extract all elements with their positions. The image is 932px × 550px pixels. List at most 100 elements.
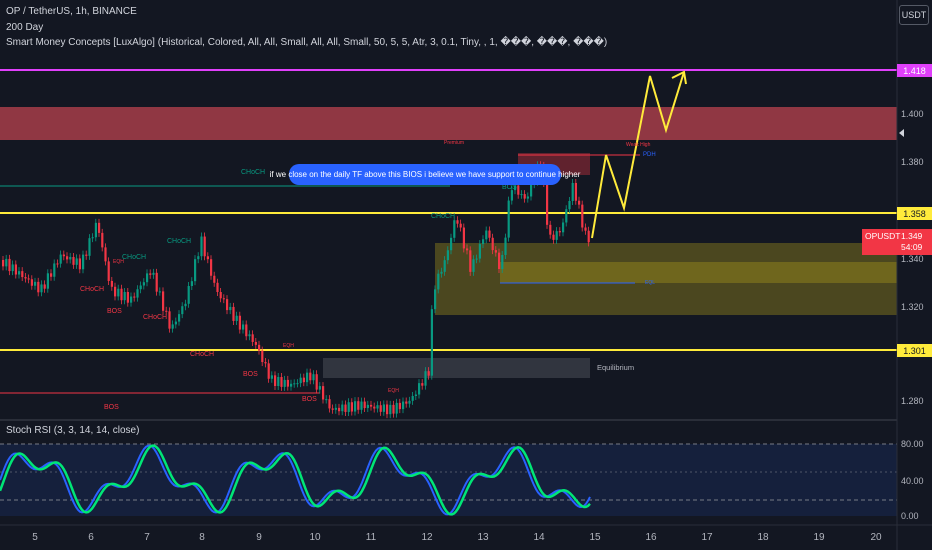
bos-label: BOS xyxy=(302,396,317,403)
currency-button[interactable]: USDT xyxy=(899,5,929,25)
candle-body xyxy=(274,375,277,386)
candle-body xyxy=(254,341,257,345)
candle-body xyxy=(578,200,581,205)
candle-body xyxy=(181,306,184,315)
candle-body xyxy=(398,402,401,410)
candle-body xyxy=(200,236,203,257)
equilibrium-label: Equilibrium xyxy=(597,363,635,372)
candle-body xyxy=(85,254,88,256)
candle-body xyxy=(283,379,286,387)
choch-label: CHoCH xyxy=(431,213,456,220)
candle-body xyxy=(30,279,33,286)
candle-body xyxy=(366,404,369,409)
bar-countdown: 54:09 xyxy=(901,242,923,252)
date-tick: 13 xyxy=(477,532,489,543)
bos-label: BOS xyxy=(502,184,517,191)
date-tick: 18 xyxy=(757,532,769,543)
candle-body xyxy=(158,291,161,293)
candle-body xyxy=(242,324,245,330)
candle-body xyxy=(392,404,395,414)
candle-body xyxy=(565,209,568,223)
premium-zone xyxy=(0,107,897,140)
candle-body xyxy=(187,285,190,304)
candle-body xyxy=(546,183,549,225)
ma-legend[interactable]: 200 Day xyxy=(6,22,44,33)
candle-body xyxy=(453,220,456,238)
price-tick: 1.280 xyxy=(901,396,924,406)
candle-body xyxy=(11,264,14,272)
demand-zone xyxy=(435,243,897,315)
choch-label: CHoCH xyxy=(190,351,215,358)
price-tick: 1.400 xyxy=(901,109,924,119)
candle-body xyxy=(203,236,206,257)
candle-body xyxy=(360,401,363,410)
candle-body xyxy=(14,264,17,275)
demand-zone-inner xyxy=(500,262,897,283)
candle-body xyxy=(331,408,334,410)
date-tick: 8 xyxy=(199,532,205,543)
candle-body xyxy=(72,256,75,265)
candle-body xyxy=(43,284,46,289)
candle-body xyxy=(24,277,27,279)
candle-body xyxy=(517,185,520,195)
candle-body xyxy=(290,383,293,387)
candle-body xyxy=(306,372,309,383)
candle-body xyxy=(270,375,273,379)
candle-body xyxy=(139,285,142,290)
candle-body xyxy=(277,376,280,386)
candle-body xyxy=(334,407,337,410)
stoch-rsi-legend[interactable]: Stoch RSI (3, 3, 14, 14, close) xyxy=(6,425,140,436)
candle-body xyxy=(338,407,341,412)
candle-body xyxy=(21,271,24,278)
candle-body xyxy=(501,254,504,269)
candle-body xyxy=(56,263,59,265)
rsi-tick: 40.00 xyxy=(901,476,924,486)
last-price-tag: OPUSDT 1.349 54:09 xyxy=(862,229,932,255)
date-tick: 5 xyxy=(32,532,38,543)
candle-body xyxy=(206,256,209,260)
candle-body xyxy=(568,200,571,210)
choch-label: CHoCH xyxy=(167,238,192,245)
candle-body xyxy=(302,377,305,383)
date-tick: 16 xyxy=(645,532,657,543)
candle-body xyxy=(222,298,225,300)
candle-body xyxy=(5,258,8,267)
candle-body xyxy=(46,273,49,289)
symbol-name: OPUSDT xyxy=(865,231,901,241)
candle-body xyxy=(418,383,421,395)
candle-body xyxy=(248,334,251,337)
candle-body xyxy=(475,258,478,260)
candle-body xyxy=(94,222,97,238)
candle-body xyxy=(389,404,392,415)
candle-body xyxy=(491,237,494,251)
candle-body xyxy=(27,278,30,280)
candle-body xyxy=(238,315,241,330)
candle-body xyxy=(402,401,405,410)
choch-label: CHoCH xyxy=(143,314,168,321)
candle-body xyxy=(293,383,296,385)
candle-body xyxy=(526,196,529,199)
candle-body xyxy=(504,237,507,255)
candle-body xyxy=(555,231,558,240)
candle-body xyxy=(382,404,385,412)
candle-body xyxy=(386,404,389,415)
candle-body xyxy=(2,260,5,267)
date-tick: 14 xyxy=(533,532,545,543)
annotation-bubble[interactable]: if we close on the daily TF above this B… xyxy=(270,164,580,185)
smc-legend[interactable]: Smart Money Concepts [LuxAlgo] (Historic… xyxy=(6,37,608,48)
candle-body xyxy=(18,271,21,275)
symbol-legend[interactable]: OP / TetherUS, 1h, BINANCE xyxy=(6,6,137,17)
candle-body xyxy=(37,281,40,293)
candle-body xyxy=(219,292,222,299)
candle-body xyxy=(62,254,65,257)
candle-body xyxy=(485,230,488,240)
candle-body xyxy=(98,222,101,233)
choch-label: CHoCH xyxy=(122,254,147,261)
candle-body xyxy=(328,399,331,409)
date-tick: 17 xyxy=(701,532,713,543)
candle-body xyxy=(184,303,187,307)
candle-body xyxy=(194,259,197,282)
pdh-label: PDH xyxy=(643,152,656,158)
